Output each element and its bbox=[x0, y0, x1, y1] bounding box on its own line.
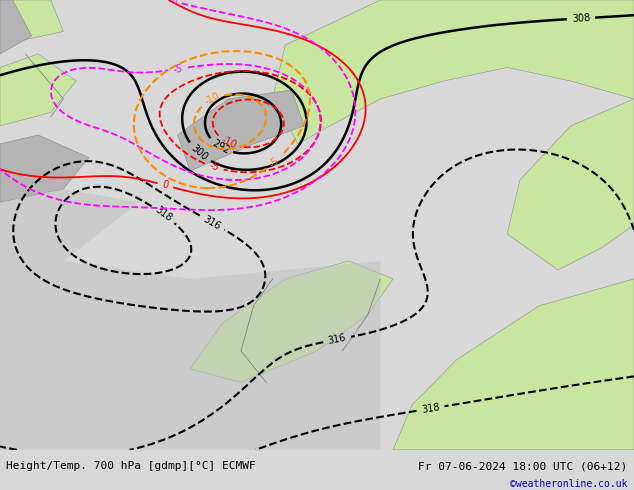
Text: -5: -5 bbox=[172, 63, 184, 74]
Text: 300: 300 bbox=[189, 143, 209, 163]
Text: 0: 0 bbox=[161, 180, 170, 191]
Text: 318: 318 bbox=[153, 205, 174, 224]
Text: 0: 0 bbox=[170, 0, 178, 7]
Text: 292: 292 bbox=[210, 138, 231, 156]
Text: -5: -5 bbox=[267, 155, 281, 170]
Text: Fr 07-06-2024 18:00 UTC (06+12): Fr 07-06-2024 18:00 UTC (06+12) bbox=[418, 461, 628, 471]
Text: 308: 308 bbox=[571, 13, 590, 24]
Text: -10: -10 bbox=[203, 91, 222, 107]
Text: Height/Temp. 700 hPa [gdmp][°C] ECMWF: Height/Temp. 700 hPa [gdmp][°C] ECMWF bbox=[6, 461, 256, 471]
Text: 316: 316 bbox=[202, 214, 223, 231]
Text: 318: 318 bbox=[420, 402, 441, 415]
Text: ©weatheronline.co.uk: ©weatheronline.co.uk bbox=[510, 479, 628, 489]
Text: -5: -5 bbox=[208, 161, 221, 173]
Text: 316: 316 bbox=[327, 333, 347, 346]
Text: -10: -10 bbox=[220, 135, 238, 151]
